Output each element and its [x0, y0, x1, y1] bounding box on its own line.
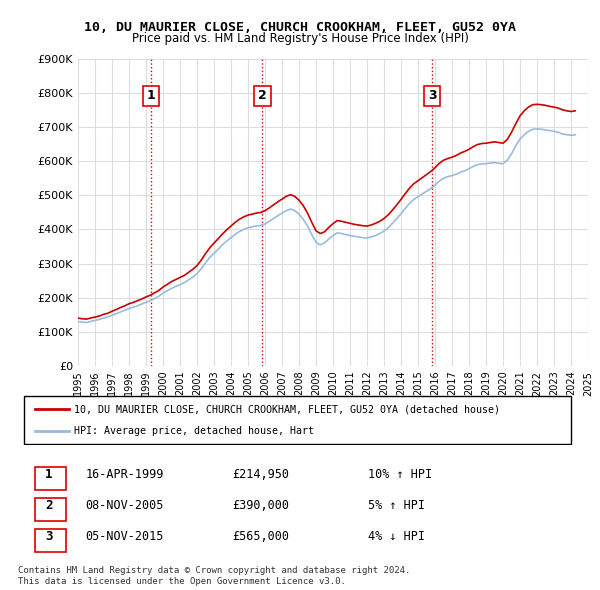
FancyBboxPatch shape: [35, 498, 66, 520]
Text: 3: 3: [45, 529, 53, 543]
Text: HPI: Average price, detached house, Hart: HPI: Average price, detached house, Hart: [74, 427, 314, 437]
FancyBboxPatch shape: [35, 467, 66, 490]
Text: 10, DU MAURIER CLOSE, CHURCH CROOKHAM, FLEET, GU52 0YA: 10, DU MAURIER CLOSE, CHURCH CROOKHAM, F…: [84, 21, 516, 34]
Text: Price paid vs. HM Land Registry's House Price Index (HPI): Price paid vs. HM Land Registry's House …: [131, 32, 469, 45]
Text: £390,000: £390,000: [232, 499, 289, 512]
Text: 16-APR-1999: 16-APR-1999: [86, 467, 164, 481]
Text: 05-NOV-2015: 05-NOV-2015: [86, 529, 164, 543]
Text: 2: 2: [258, 89, 267, 102]
Text: 2: 2: [45, 499, 53, 512]
Text: 1: 1: [146, 89, 155, 102]
Text: 10, DU MAURIER CLOSE, CHURCH CROOKHAM, FLEET, GU52 0YA (detached house): 10, DU MAURIER CLOSE, CHURCH CROOKHAM, F…: [74, 404, 500, 414]
FancyBboxPatch shape: [35, 529, 66, 552]
Text: 4% ↓ HPI: 4% ↓ HPI: [368, 529, 425, 543]
Text: 5% ↑ HPI: 5% ↑ HPI: [368, 499, 425, 512]
Text: 10% ↑ HPI: 10% ↑ HPI: [368, 467, 432, 481]
Text: 08-NOV-2005: 08-NOV-2005: [86, 499, 164, 512]
FancyBboxPatch shape: [23, 396, 571, 444]
Text: £214,950: £214,950: [232, 467, 289, 481]
Text: 3: 3: [428, 89, 437, 102]
Text: 1: 1: [45, 467, 53, 481]
Text: Contains HM Land Registry data © Crown copyright and database right 2024.
This d: Contains HM Land Registry data © Crown c…: [18, 566, 410, 586]
Text: £565,000: £565,000: [232, 529, 289, 543]
